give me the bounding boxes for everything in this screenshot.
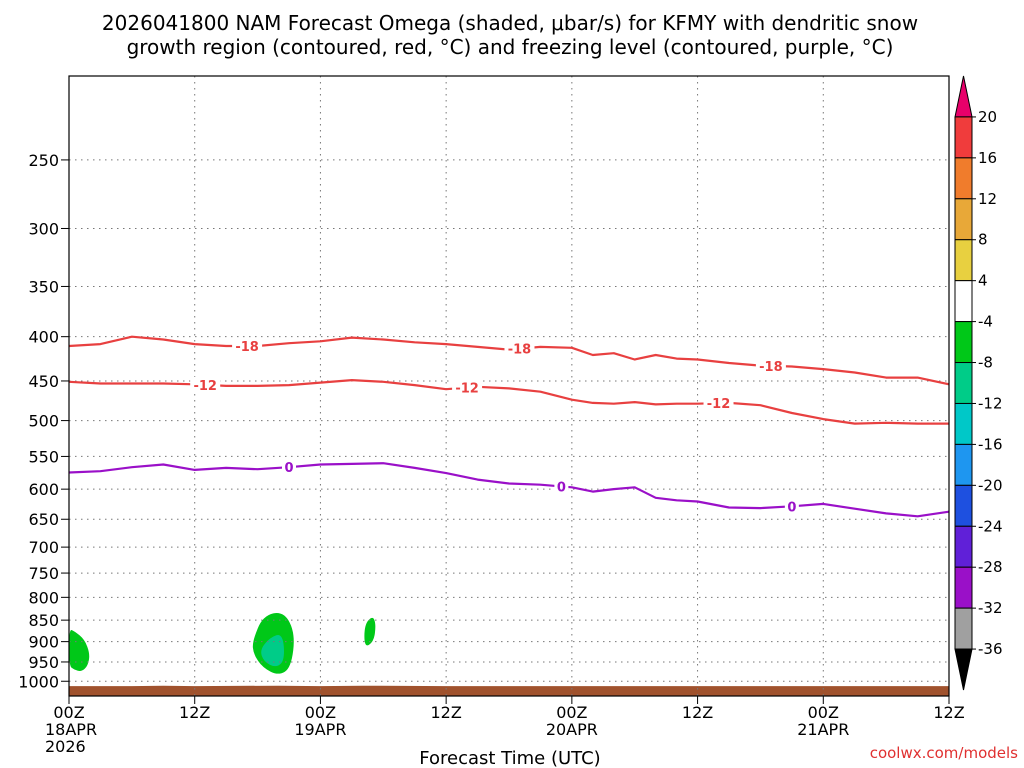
y-tick-label-250: 250 [28, 151, 59, 170]
colorbar-label-6: -8 [978, 354, 993, 372]
colorbar-label-7: -12 [978, 394, 1003, 412]
colorbar-box-9 [954, 443, 973, 486]
colorbar-label-12: -32 [978, 599, 1003, 617]
contour-label--18-1: -18 [508, 343, 532, 358]
contour-label-bg--18-0 [232, 337, 263, 354]
omega-region-2-inner [261, 635, 284, 667]
y-tick-label-550: 550 [28, 447, 59, 466]
colorbar-box-6 [954, 321, 973, 364]
contour-label-0-0: 0 [284, 461, 293, 476]
colorbar-label-3: 8 [978, 231, 988, 249]
x-tick-label-84-1: 12Z [933, 703, 964, 722]
plot-frame [68, 75, 950, 697]
contour-label-bg--18-2 [755, 357, 786, 374]
colorbar-label-11: -28 [978, 558, 1003, 576]
chart-title-line-2: growth region (contoured, red, °C) and f… [127, 35, 894, 59]
x-tick-label-12-1: 12Z [179, 703, 210, 722]
contour--18 [69, 335, 949, 386]
y-tick-label-900: 900 [28, 633, 59, 652]
contour-label-bg--12-0 [190, 376, 221, 393]
y-tick-label-1000: 1000 [18, 672, 59, 691]
contour-label--12-2: -12 [707, 397, 731, 412]
y-tick-label-850: 850 [28, 611, 59, 630]
x-tick-label-60-1: 12Z [682, 703, 713, 722]
contour-label-bg-0-2 [784, 498, 799, 515]
colorbar-label-13: -36 [978, 640, 1003, 658]
colorbar-box-12 [954, 566, 973, 609]
contour-label-bg--12-1 [452, 379, 483, 396]
colorbar-box-10 [954, 484, 973, 527]
chart-title-line-1: 2026041800 NAM Forecast Omega (shaded, μ… [102, 11, 918, 35]
colorbar-label-4: 4 [978, 272, 988, 290]
y-tick-label-650: 650 [28, 510, 59, 529]
x-tick-label-72-1: 00Z [808, 703, 839, 722]
colorbar-label-2: 12 [978, 190, 997, 208]
contour-label-bg-0-1 [554, 478, 569, 495]
colorbar-label-10: -24 [978, 517, 1003, 535]
colorbar-box-1 [954, 116, 973, 159]
x-tick-label-0-3: 2026 [45, 737, 86, 756]
contour--12 [69, 379, 949, 425]
colorbar-box-8 [954, 402, 973, 445]
temperature-contours: -18 -18 -18 -12 -12 -12 0 0 0 [69, 335, 949, 518]
contour-label--12-1: -12 [455, 382, 479, 397]
contour-label-0-1: 0 [557, 480, 566, 495]
omega-region-1 [69, 629, 90, 672]
contour-0 [69, 462, 949, 518]
colorbar-box-11 [954, 525, 973, 568]
contour-label-bg-0-0 [282, 459, 296, 476]
y-tick-label-450: 450 [28, 372, 59, 391]
y-tick-label-800: 800 [28, 588, 59, 607]
omega-region-3 [364, 617, 376, 646]
x-tick-label-48-1: 00Z [556, 703, 587, 722]
contour-label-0-2: 0 [787, 500, 796, 515]
x-tick-label-0-1: 00Z [53, 703, 84, 722]
y-tick-label-500: 500 [28, 412, 59, 431]
y-tick-label-600: 600 [28, 480, 59, 499]
colorbar-box-7 [954, 362, 973, 404]
colorbar-top-arrow [954, 75, 973, 118]
contour-label--12-0: -12 [193, 379, 217, 394]
x-tick-label-72-2: 21APR [797, 720, 849, 739]
contour-label-bg--18-1 [504, 340, 535, 357]
surface-ground [69, 685, 949, 696]
omega-shading [69, 613, 376, 674]
x-tick-label-36-1: 12Z [430, 703, 461, 722]
contour-label--18-0: -18 [235, 340, 259, 355]
colorbar-label-5: -4 [978, 313, 993, 331]
y-tick-label-400: 400 [28, 328, 59, 347]
grid-lines [69, 76, 949, 696]
colorbar-box-2 [954, 157, 973, 200]
x-tick-label-0-2: 18APR [45, 720, 97, 739]
y-tick-label-950: 950 [28, 653, 59, 672]
x-tick-label-24-1: 00Z [305, 703, 336, 722]
colorbar-label-8: -16 [978, 435, 1003, 453]
colorbar-label-9: -20 [978, 476, 1003, 494]
y-tick-label-750: 750 [28, 564, 59, 583]
y-tick-label-300: 300 [28, 219, 59, 238]
colorbar-box-3 [954, 198, 973, 241]
colorbar-box-4 [954, 239, 973, 282]
colorbar-label-0: 20 [978, 108, 997, 126]
colorbar-box-5 [954, 280, 973, 323]
x-axis-label: Forecast Time (UTC) [419, 748, 600, 768]
y-tick-label-350: 350 [28, 277, 59, 296]
y-axis: 250 300 350 400 450 500 550 600 650 700 750 800 850 9… [18, 151, 69, 691]
surface-layer [69, 685, 949, 696]
colorbar-bottom-arrow [954, 648, 973, 691]
x-tick-label-48-2: 20APR [546, 720, 598, 739]
contour-label--18-2: -18 [759, 360, 783, 375]
credit-text: coolwx.com/models [870, 744, 1018, 762]
colorbar-label-1: 16 [978, 149, 997, 167]
y-tick-label-700: 700 [28, 538, 59, 557]
contour-label-bg--12-2 [703, 395, 734, 412]
colorbar: 20 16 12 8 4 -4 -8 -12 -16 -20 -24 -28 -32 -36 [954, 75, 1003, 691]
colorbar-box-13 [954, 607, 973, 650]
x-tick-label-24-2: 19APR [294, 720, 346, 739]
